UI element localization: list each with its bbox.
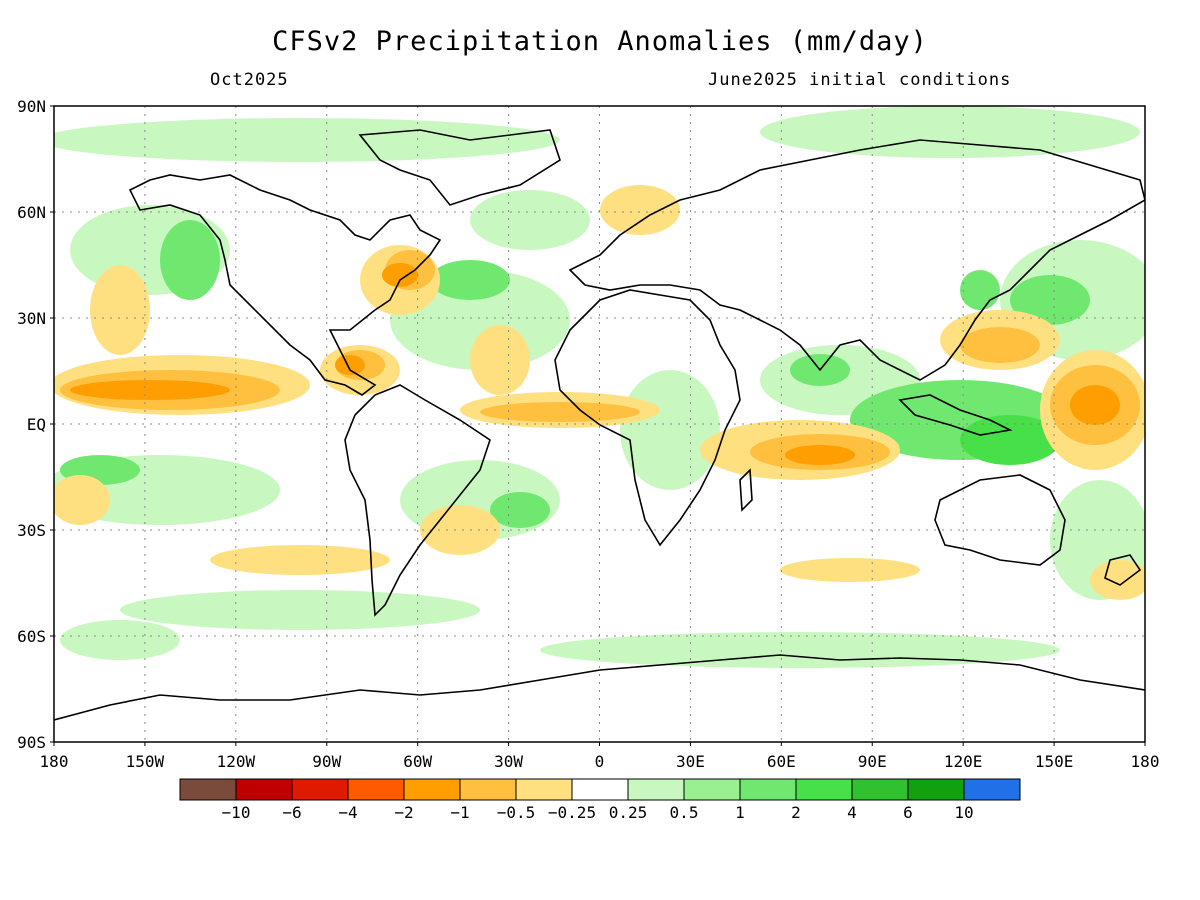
colorbar-label: 10 bbox=[954, 803, 973, 822]
longitude-tick-label: 120E bbox=[944, 752, 983, 771]
longitude-tick-label: 60E bbox=[767, 752, 796, 771]
colorbar-swatch bbox=[347, 778, 405, 801]
longitude-tick-label: 0 bbox=[595, 752, 605, 771]
latitude-tick-label: 90S bbox=[17, 733, 46, 752]
wet-strong-regions bbox=[60, 220, 1090, 528]
latitude-tick-label: EQ bbox=[27, 415, 46, 434]
colorbar-label: 2 bbox=[791, 803, 801, 822]
colorbar-label: −2 bbox=[394, 803, 413, 822]
colorbar-swatch bbox=[179, 778, 237, 801]
colorbar-swatch bbox=[795, 778, 853, 801]
latitude-axis: 90N 60N 30N EQ 30S 60S 90S bbox=[17, 97, 54, 752]
longitude-tick-label: 90E bbox=[858, 752, 887, 771]
page-title: CFSv2 Precipitation Anomalies (mm/day) bbox=[272, 26, 928, 57]
latitude-tick-label: 60S bbox=[17, 627, 46, 646]
colorbar bbox=[179, 778, 1021, 801]
longitude-tick-label: 150W bbox=[126, 752, 165, 771]
longitude-tick-label: 150E bbox=[1035, 752, 1074, 771]
longitude-tick-label: 30E bbox=[676, 752, 705, 771]
colorbar-label: −4 bbox=[338, 803, 357, 822]
colorbar-label: −10 bbox=[222, 803, 251, 822]
colorbar-swatch bbox=[907, 778, 965, 801]
colorbar-swatch bbox=[459, 778, 517, 801]
colorbar-labels: −10 −6 −4 −2 −1 −0.5 −0.25 0.25 0.5 1 2 4 6 10 bbox=[222, 803, 974, 822]
colorbar-label: 4 bbox=[847, 803, 857, 822]
forecast-month: Oct2025 bbox=[210, 70, 289, 90]
colorbar-swatch bbox=[683, 778, 741, 801]
colorbar-swatch bbox=[571, 778, 629, 801]
longitude-axis: 180 150W 120W 90W 60W 30W 0 30E 60E 90E 120E 150E 18… bbox=[40, 742, 1160, 771]
latitude-tick-label: 30S bbox=[17, 521, 46, 540]
initial-conditions: June2025 initial conditions bbox=[708, 70, 1012, 90]
latitude-tick-label: 30N bbox=[17, 309, 46, 328]
colorbar-label: 6 bbox=[903, 803, 913, 822]
longitude-tick-label: 30W bbox=[494, 752, 523, 771]
colorbar-swatch bbox=[403, 778, 461, 801]
colorbar-label: −0.5 bbox=[497, 803, 536, 822]
colorbar-label: −0.25 bbox=[548, 803, 596, 822]
colorbar-swatch bbox=[963, 778, 1021, 801]
colorbar-label: 0.5 bbox=[670, 803, 699, 822]
colorbar-swatch bbox=[851, 778, 909, 801]
colorbar-swatch bbox=[627, 778, 685, 801]
longitude-tick-label: 180 bbox=[40, 752, 69, 771]
longitude-tick-label: 90W bbox=[312, 752, 341, 771]
latitude-tick-label: 90N bbox=[17, 97, 46, 116]
colorbar-swatch bbox=[739, 778, 797, 801]
dry-max-regions bbox=[70, 263, 1120, 465]
colorbar-label: 0.25 bbox=[609, 803, 648, 822]
latitude-tick-label: 60N bbox=[17, 203, 46, 222]
colorbar-swatch bbox=[291, 778, 349, 801]
colorbar-label: −1 bbox=[450, 803, 469, 822]
colorbar-label: 1 bbox=[735, 803, 745, 822]
colorbar-label: −6 bbox=[282, 803, 301, 822]
longitude-tick-label: 180 bbox=[1131, 752, 1160, 771]
longitude-tick-label: 120W bbox=[217, 752, 256, 771]
longitude-tick-label: 60W bbox=[403, 752, 432, 771]
colorbar-swatch bbox=[235, 778, 293, 801]
colorbar-swatch bbox=[515, 778, 573, 801]
coastlines bbox=[54, 129, 1145, 721]
